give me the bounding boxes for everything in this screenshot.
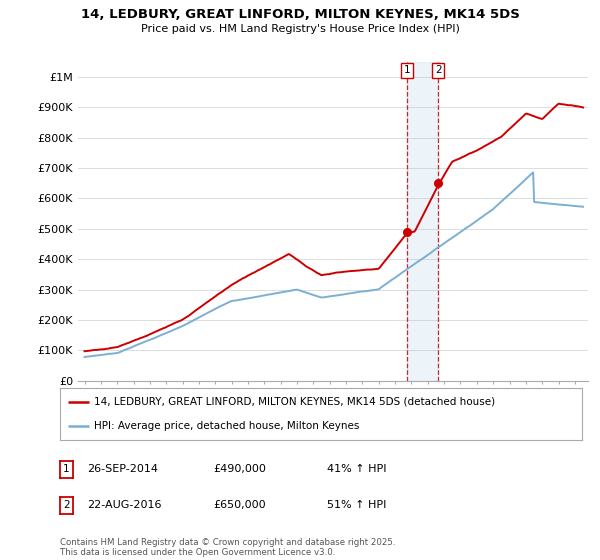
Text: 22-AUG-2016: 22-AUG-2016: [87, 500, 161, 510]
Text: 51% ↑ HPI: 51% ↑ HPI: [327, 500, 386, 510]
Text: 26-SEP-2014: 26-SEP-2014: [87, 464, 158, 474]
Bar: [407, 62, 438, 381]
Text: 41% ↑ HPI: 41% ↑ HPI: [327, 464, 386, 474]
Text: 14, LEDBURY, GREAT LINFORD, MILTON KEYNES, MK14 5DS (detached house): 14, LEDBURY, GREAT LINFORD, MILTON KEYNE…: [94, 397, 495, 407]
Text: 1: 1: [404, 66, 410, 75]
Text: Contains HM Land Registry data © Crown copyright and database right 2025.
This d: Contains HM Land Registry data © Crown c…: [60, 538, 395, 557]
Text: Price paid vs. HM Land Registry's House Price Index (HPI): Price paid vs. HM Land Registry's House …: [140, 24, 460, 34]
Text: £650,000: £650,000: [213, 500, 266, 510]
Text: 2: 2: [435, 66, 442, 75]
Text: £490,000: £490,000: [213, 464, 266, 474]
Text: 2: 2: [63, 500, 70, 510]
Text: 1: 1: [63, 464, 70, 474]
Text: HPI: Average price, detached house, Milton Keynes: HPI: Average price, detached house, Milt…: [94, 421, 359, 431]
Text: 14, LEDBURY, GREAT LINFORD, MILTON KEYNES, MK14 5DS: 14, LEDBURY, GREAT LINFORD, MILTON KEYNE…: [80, 8, 520, 21]
